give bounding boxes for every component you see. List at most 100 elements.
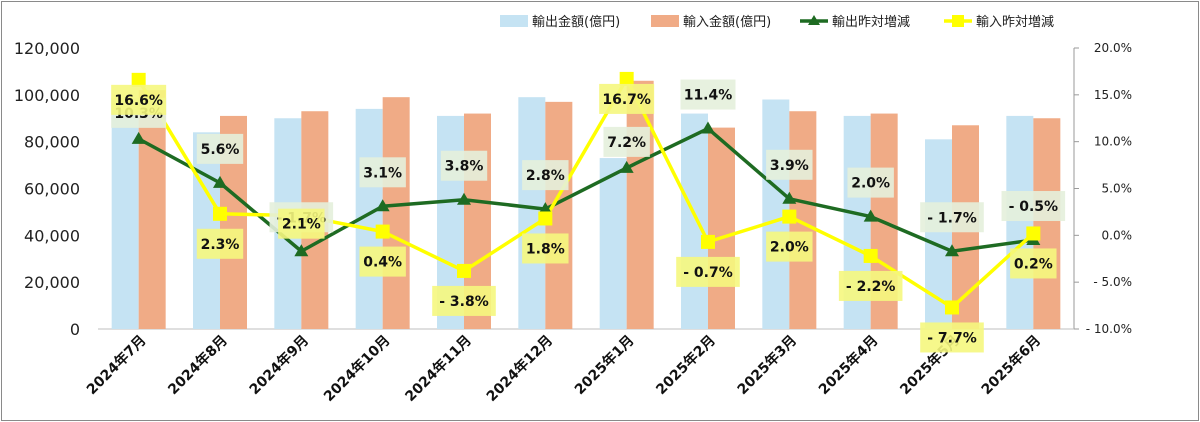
y-left-tick-label: 60,000 bbox=[24, 180, 80, 199]
legend-swatch bbox=[500, 15, 528, 27]
import-yoy-data-label-text: 2.0% bbox=[770, 240, 809, 256]
y-right-tick-label: - 5.0% bbox=[1093, 275, 1132, 289]
export-yoy-data-label: - 0.5% bbox=[1001, 191, 1066, 222]
import-yoy-data-label-text: 16.6% bbox=[114, 93, 163, 109]
import-yoy-data-label: - 3.8% bbox=[432, 285, 496, 316]
export-yoy-point bbox=[213, 175, 227, 188]
y-left-tick-label: 120,000 bbox=[14, 39, 80, 58]
import-yoy-data-label-box bbox=[599, 83, 655, 114]
legend-swatch bbox=[651, 15, 679, 27]
x-tick-label: 2024年7月 bbox=[83, 332, 149, 398]
export-yoy-data-label: 5.6% bbox=[196, 133, 244, 164]
import-yoy-data-label: 0.4% bbox=[359, 246, 406, 277]
import-yoy-point bbox=[945, 300, 959, 315]
import-yoy-data-label-text: - 0.7% bbox=[683, 265, 733, 281]
import-yoy-data-label: - 7.7% bbox=[920, 322, 984, 353]
import-yoy-data-label-box bbox=[432, 285, 496, 316]
import-yoy-data-label-box bbox=[196, 228, 244, 259]
legend-label: 輸出金額(億円) bbox=[532, 14, 620, 30]
import-yoy-data-label-box bbox=[111, 84, 167, 115]
y-right-tick-label: 0.0% bbox=[1102, 228, 1133, 242]
export-yoy-data-label: 11.4% bbox=[680, 79, 736, 110]
legend-label: 輸出昨対増減 bbox=[832, 14, 910, 30]
export-yoy-data-label: 3.8% bbox=[440, 150, 488, 181]
legend-label: 輸入昨対増減 bbox=[976, 14, 1054, 30]
import-yoy-point bbox=[213, 206, 227, 221]
export-yoy-data-label-box bbox=[440, 150, 488, 181]
export-yoy-data-label-box bbox=[522, 160, 569, 191]
x-tick-label: 2024年12月 bbox=[483, 332, 556, 405]
import-yoy-data-label: 2.1% bbox=[278, 208, 325, 239]
import-yoy-data-label: - 0.7% bbox=[676, 256, 740, 287]
import-yoy-data-label-text: - 2.2% bbox=[846, 279, 896, 295]
export-yoy-data-label: 3.1% bbox=[359, 157, 406, 188]
import-yoy-data-label-text: 2.3% bbox=[201, 237, 240, 253]
import-yoy-data-label-box bbox=[522, 233, 569, 264]
y-left-tick-label: 80,000 bbox=[24, 133, 80, 152]
import-yoy-point bbox=[538, 211, 553, 226]
import-yoy-data-label: 16.7% bbox=[599, 83, 655, 114]
export-yoy-data-label-text: 2.8% bbox=[526, 168, 565, 184]
export-amount-bar bbox=[681, 113, 708, 329]
export-yoy-data-label-text: 3.8% bbox=[445, 159, 484, 175]
import-yoy-data-label-box bbox=[766, 231, 813, 262]
y-right-tick-label: 10.0% bbox=[1094, 135, 1132, 149]
import-yoy-data-label: - 2.2% bbox=[838, 270, 903, 301]
export-yoy-point bbox=[294, 244, 309, 257]
y-left-tick-label: 100,000 bbox=[14, 86, 80, 105]
export-yoy-data-label: 3.9% bbox=[766, 149, 813, 180]
export-yoy-data-label-text: - 1.7% bbox=[927, 210, 977, 226]
export-yoy-data-label-text: 3.9% bbox=[770, 158, 809, 174]
export-yoy-point bbox=[945, 244, 959, 257]
y-left-tick-label: 0 bbox=[70, 320, 80, 339]
import-yoy-data-label-text: 16.7% bbox=[602, 92, 651, 108]
export-yoy-point bbox=[619, 160, 634, 173]
x-tick-label: 2025年2月 bbox=[653, 332, 719, 398]
import-yoy-data-label-box bbox=[278, 208, 325, 239]
export-yoy-point bbox=[701, 121, 715, 134]
y-right-tick-label: 15.0% bbox=[1094, 88, 1132, 102]
x-tick-label: 2025年4月 bbox=[815, 332, 881, 398]
export-yoy-data-label-box bbox=[920, 202, 984, 233]
import-amount-bar bbox=[382, 97, 410, 329]
import-yoy-point bbox=[863, 248, 878, 263]
import-yoy-point bbox=[457, 263, 471, 278]
import-yoy-data-label-box bbox=[1010, 248, 1057, 279]
x-tick-label: 2025年1月 bbox=[571, 332, 637, 398]
export-amount-bar bbox=[1006, 115, 1034, 330]
x-tick-label: 2024年9月 bbox=[246, 332, 312, 398]
export-yoy-data-label: 2.0% bbox=[847, 167, 894, 198]
export-yoy-data-label: 7.2% bbox=[603, 126, 650, 157]
import-yoy-point bbox=[782, 209, 797, 224]
import-yoy-point bbox=[1026, 226, 1041, 241]
import-yoy-data-label-box bbox=[920, 322, 984, 353]
export-yoy-point bbox=[457, 192, 471, 205]
import-yoy-data-label-text: 0.2% bbox=[1014, 256, 1053, 272]
export-yoy-data-label: - 1.7% bbox=[920, 202, 984, 233]
x-tick-label: 2024年10月 bbox=[320, 332, 393, 405]
import-yoy-data-label: 0.2% bbox=[1010, 248, 1057, 279]
export-amount-bar bbox=[111, 108, 139, 329]
x-tick-label: 2024年11月 bbox=[402, 332, 475, 405]
import-yoy-data-label-text: 0.4% bbox=[363, 255, 402, 271]
x-tick-label: 2025年3月 bbox=[734, 332, 800, 398]
export-yoy-data-label-text: 2.0% bbox=[851, 176, 890, 192]
export-yoy-point bbox=[131, 131, 146, 144]
export-yoy-data-label-text: 5.6% bbox=[201, 142, 240, 158]
import-yoy-point bbox=[619, 71, 634, 86]
y-right-tick-label: 20.0% bbox=[1094, 41, 1132, 55]
import-yoy-data-label: 2.3% bbox=[196, 228, 244, 259]
import-yoy-data-label-text: 2.1% bbox=[282, 217, 321, 233]
export-yoy-data-label-box bbox=[359, 157, 406, 188]
export-yoy-data-label-box bbox=[196, 133, 244, 164]
export-yoy-data-label-box bbox=[1001, 191, 1066, 222]
import-amount-bar bbox=[626, 80, 654, 330]
export-yoy-point bbox=[538, 202, 553, 215]
export-yoy-point bbox=[863, 209, 878, 222]
export-yoy-data-label-text: - 0.5% bbox=[1009, 199, 1059, 215]
y-left-tick-label: 40,000 bbox=[24, 226, 80, 245]
import-yoy-data-label-box bbox=[838, 270, 903, 301]
import-yoy-point bbox=[131, 72, 146, 87]
export-yoy-data-label-text: 11.4% bbox=[684, 88, 733, 104]
